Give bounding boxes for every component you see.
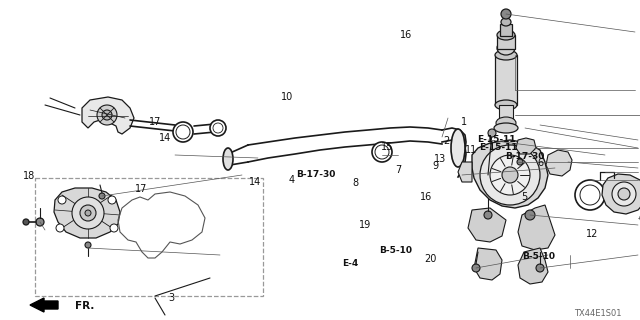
Ellipse shape (495, 100, 517, 110)
Bar (500, 24, 512, 36)
Circle shape (210, 120, 226, 136)
Text: 19: 19 (358, 220, 371, 230)
Circle shape (58, 196, 66, 204)
Circle shape (97, 105, 117, 125)
Text: E-4: E-4 (342, 259, 359, 268)
Polygon shape (468, 208, 506, 242)
Circle shape (472, 264, 480, 272)
Polygon shape (474, 248, 502, 280)
Text: B-17-30: B-17-30 (506, 152, 545, 161)
Text: 4: 4 (288, 175, 294, 185)
Ellipse shape (501, 18, 511, 26)
Text: 17: 17 (148, 117, 161, 127)
Polygon shape (518, 205, 555, 250)
Circle shape (580, 185, 600, 205)
Text: 5: 5 (522, 192, 528, 202)
Text: 10: 10 (280, 92, 293, 102)
Polygon shape (602, 174, 640, 214)
Polygon shape (458, 162, 472, 182)
Text: 15: 15 (381, 142, 394, 152)
Text: TX44E1S01: TX44E1S01 (575, 309, 622, 318)
Text: 17: 17 (134, 184, 147, 195)
Circle shape (173, 122, 193, 142)
Circle shape (612, 182, 636, 206)
Polygon shape (546, 150, 572, 176)
Ellipse shape (496, 117, 516, 129)
Circle shape (85, 210, 91, 216)
Text: B-5-10: B-5-10 (379, 246, 412, 255)
Text: 13: 13 (434, 154, 447, 164)
Polygon shape (516, 138, 536, 154)
Text: 14: 14 (248, 177, 261, 187)
Bar (35, 178, 263, 296)
Text: 7: 7 (395, 165, 401, 175)
Text: 20: 20 (424, 253, 436, 264)
Circle shape (517, 159, 523, 165)
Ellipse shape (451, 129, 465, 167)
Circle shape (110, 224, 118, 232)
Text: FR.: FR. (75, 301, 94, 311)
Bar (497, 35, 515, 49)
Text: 3: 3 (168, 293, 175, 303)
Text: E-15-11: E-15-11 (477, 135, 515, 144)
Circle shape (99, 193, 105, 199)
FancyArrow shape (30, 298, 58, 312)
Text: 9: 9 (432, 161, 438, 172)
Text: 8: 8 (352, 178, 358, 188)
Text: 6: 6 (538, 158, 544, 168)
Circle shape (488, 129, 496, 137)
Circle shape (213, 123, 223, 133)
Ellipse shape (495, 50, 517, 60)
Circle shape (525, 210, 535, 220)
Ellipse shape (497, 30, 515, 40)
Circle shape (176, 125, 190, 139)
Circle shape (536, 264, 544, 272)
Circle shape (102, 110, 112, 120)
Text: 12: 12 (586, 229, 598, 239)
Text: 2: 2 (444, 136, 450, 147)
Text: 14: 14 (159, 133, 172, 143)
Circle shape (36, 218, 44, 226)
Circle shape (372, 142, 392, 162)
Text: 16: 16 (419, 192, 432, 202)
Text: E-15-11: E-15-11 (479, 143, 517, 152)
Ellipse shape (494, 123, 518, 133)
Circle shape (502, 167, 518, 183)
Text: 16: 16 (400, 29, 413, 40)
Circle shape (85, 242, 91, 248)
Text: 11: 11 (465, 145, 477, 156)
Circle shape (484, 211, 492, 219)
Text: 1: 1 (461, 116, 467, 127)
Circle shape (80, 205, 96, 221)
Bar (499, 105, 513, 123)
Circle shape (56, 224, 64, 232)
Polygon shape (82, 97, 134, 134)
Circle shape (575, 180, 605, 210)
Circle shape (375, 145, 389, 159)
Circle shape (23, 219, 29, 225)
Polygon shape (472, 140, 548, 208)
Text: B-5-10: B-5-10 (522, 252, 556, 261)
Ellipse shape (497, 41, 515, 55)
Text: 18: 18 (22, 171, 35, 181)
Circle shape (480, 145, 540, 205)
Circle shape (501, 9, 511, 19)
Bar (495, 55, 517, 105)
Circle shape (618, 188, 630, 200)
Polygon shape (54, 188, 120, 238)
Circle shape (490, 155, 530, 195)
Polygon shape (518, 248, 548, 284)
Circle shape (108, 196, 116, 204)
Circle shape (72, 197, 104, 229)
Ellipse shape (223, 148, 233, 170)
Text: B-17-30: B-17-30 (296, 170, 335, 179)
